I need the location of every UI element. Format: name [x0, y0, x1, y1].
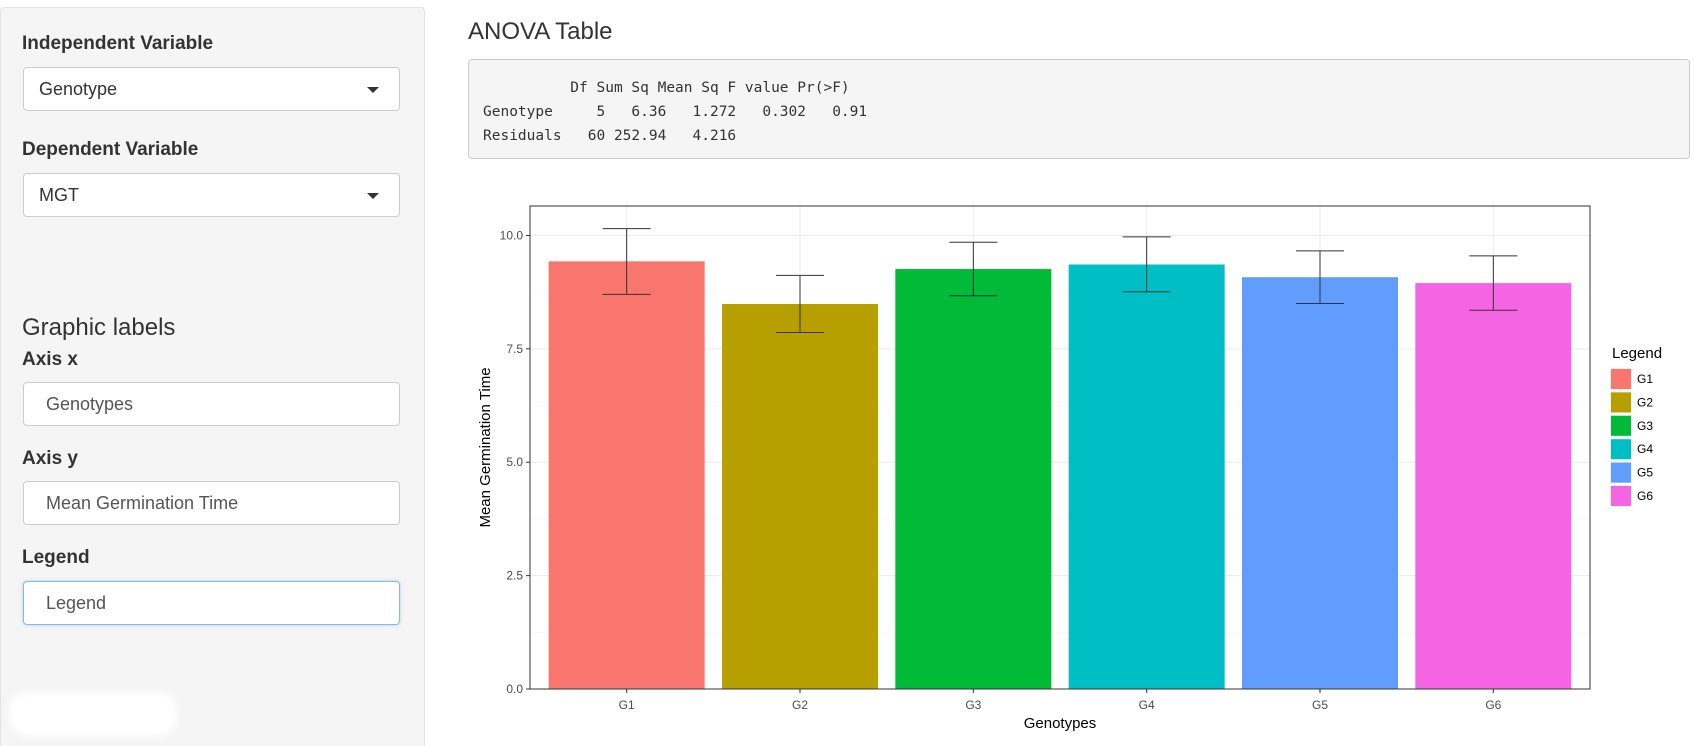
anova-row-residuals: Residuals 60 252.94 4.216: [483, 128, 737, 144]
y-tick-label: 0.0: [506, 682, 523, 696]
legend-swatch-g3: [1611, 415, 1631, 436]
obscured-area: [9, 692, 177, 736]
bar-chart: 0.0 2.5 5.0 7.5 10.0 G1 G2 G3 G4 G5 G6 Genotypes …: [470, 196, 1694, 736]
independent-variable-value: Genotype: [39, 79, 118, 99]
graphic-labels-heading: Graphic labels: [22, 314, 176, 341]
x-tick-label: G1: [619, 698, 635, 712]
legend-swatch-g2: [1611, 392, 1631, 413]
x-tick-label: G3: [965, 698, 981, 712]
x-tick-label: G4: [1139, 698, 1155, 712]
y-axis-title: Mean Germination Time: [477, 367, 494, 527]
bar-g4: [1068, 264, 1225, 689]
y-tick-label: 5.0: [506, 455, 523, 469]
sidebar-panel: Independent Variable Genotype Dependent …: [0, 7, 425, 746]
chevron-down-icon: [367, 87, 379, 93]
anova-header: Df Sum Sq Mean Sq F value Pr(>F): [483, 80, 850, 96]
x-tick-label: G2: [792, 698, 808, 712]
legend-input[interactable]: [23, 581, 400, 625]
legend-label-g2: G2: [1637, 395, 1653, 409]
chevron-down-icon: [367, 193, 379, 199]
axis-y-label: Axis y: [22, 448, 78, 469]
bar-g6: [1415, 283, 1572, 689]
independent-variable-label: Independent Variable: [22, 33, 214, 54]
bar-g1: [548, 261, 705, 689]
legend-label-g6: G6: [1637, 489, 1653, 503]
anova-title: ANOVA Table: [468, 18, 613, 45]
legend-label-g5: G5: [1637, 466, 1653, 480]
bar-chart-svg: 0.02.55.07.510.0 G1 G2 G3 G4 G5 G6 Genotypes …: [477, 205, 1662, 732]
x-tick-label: G5: [1312, 698, 1328, 712]
axis-x-label: Axis x: [22, 349, 78, 370]
y-tick-label: 2.5: [506, 569, 523, 583]
y-tick-label: 10.0: [500, 228, 524, 242]
legend-label: Legend: [22, 547, 90, 568]
dependent-variable-value: MGT: [39, 185, 79, 205]
legend-label-g4: G4: [1637, 442, 1653, 456]
legend-label-g3: G3: [1637, 419, 1653, 433]
dependent-variable-label: Dependent Variable: [22, 139, 199, 160]
axis-y-input[interactable]: [23, 481, 400, 525]
anova-output: Df Sum Sq Mean Sq F value Pr(>F) Genotyp…: [468, 59, 1690, 159]
legend-swatch-g6: [1611, 486, 1631, 506]
bar-g2: [722, 303, 878, 689]
legend-swatch-g4: [1611, 439, 1631, 460]
bar-g5: [1242, 277, 1398, 689]
legend-label-g1: G1: [1637, 372, 1653, 386]
x-axis-title: Genotypes: [1024, 715, 1097, 732]
legend-swatch-g1: [1611, 369, 1631, 389]
dependent-variable-select[interactable]: MGT: [23, 173, 400, 217]
x-tick-label: G6: [1485, 698, 1501, 712]
legend-swatch-g5: [1611, 462, 1631, 483]
plot-panel-border: [529, 205, 1591, 690]
independent-variable-select[interactable]: Genotype: [23, 67, 400, 111]
bar-g3: [895, 269, 1052, 689]
legend-title: Legend: [1612, 345, 1662, 362]
y-tick-label: 7.5: [506, 342, 523, 356]
anova-row-genotype: Genotype 5 6.36 1.272 0.302 0.91: [483, 104, 868, 120]
axis-x-input[interactable]: [23, 382, 400, 426]
